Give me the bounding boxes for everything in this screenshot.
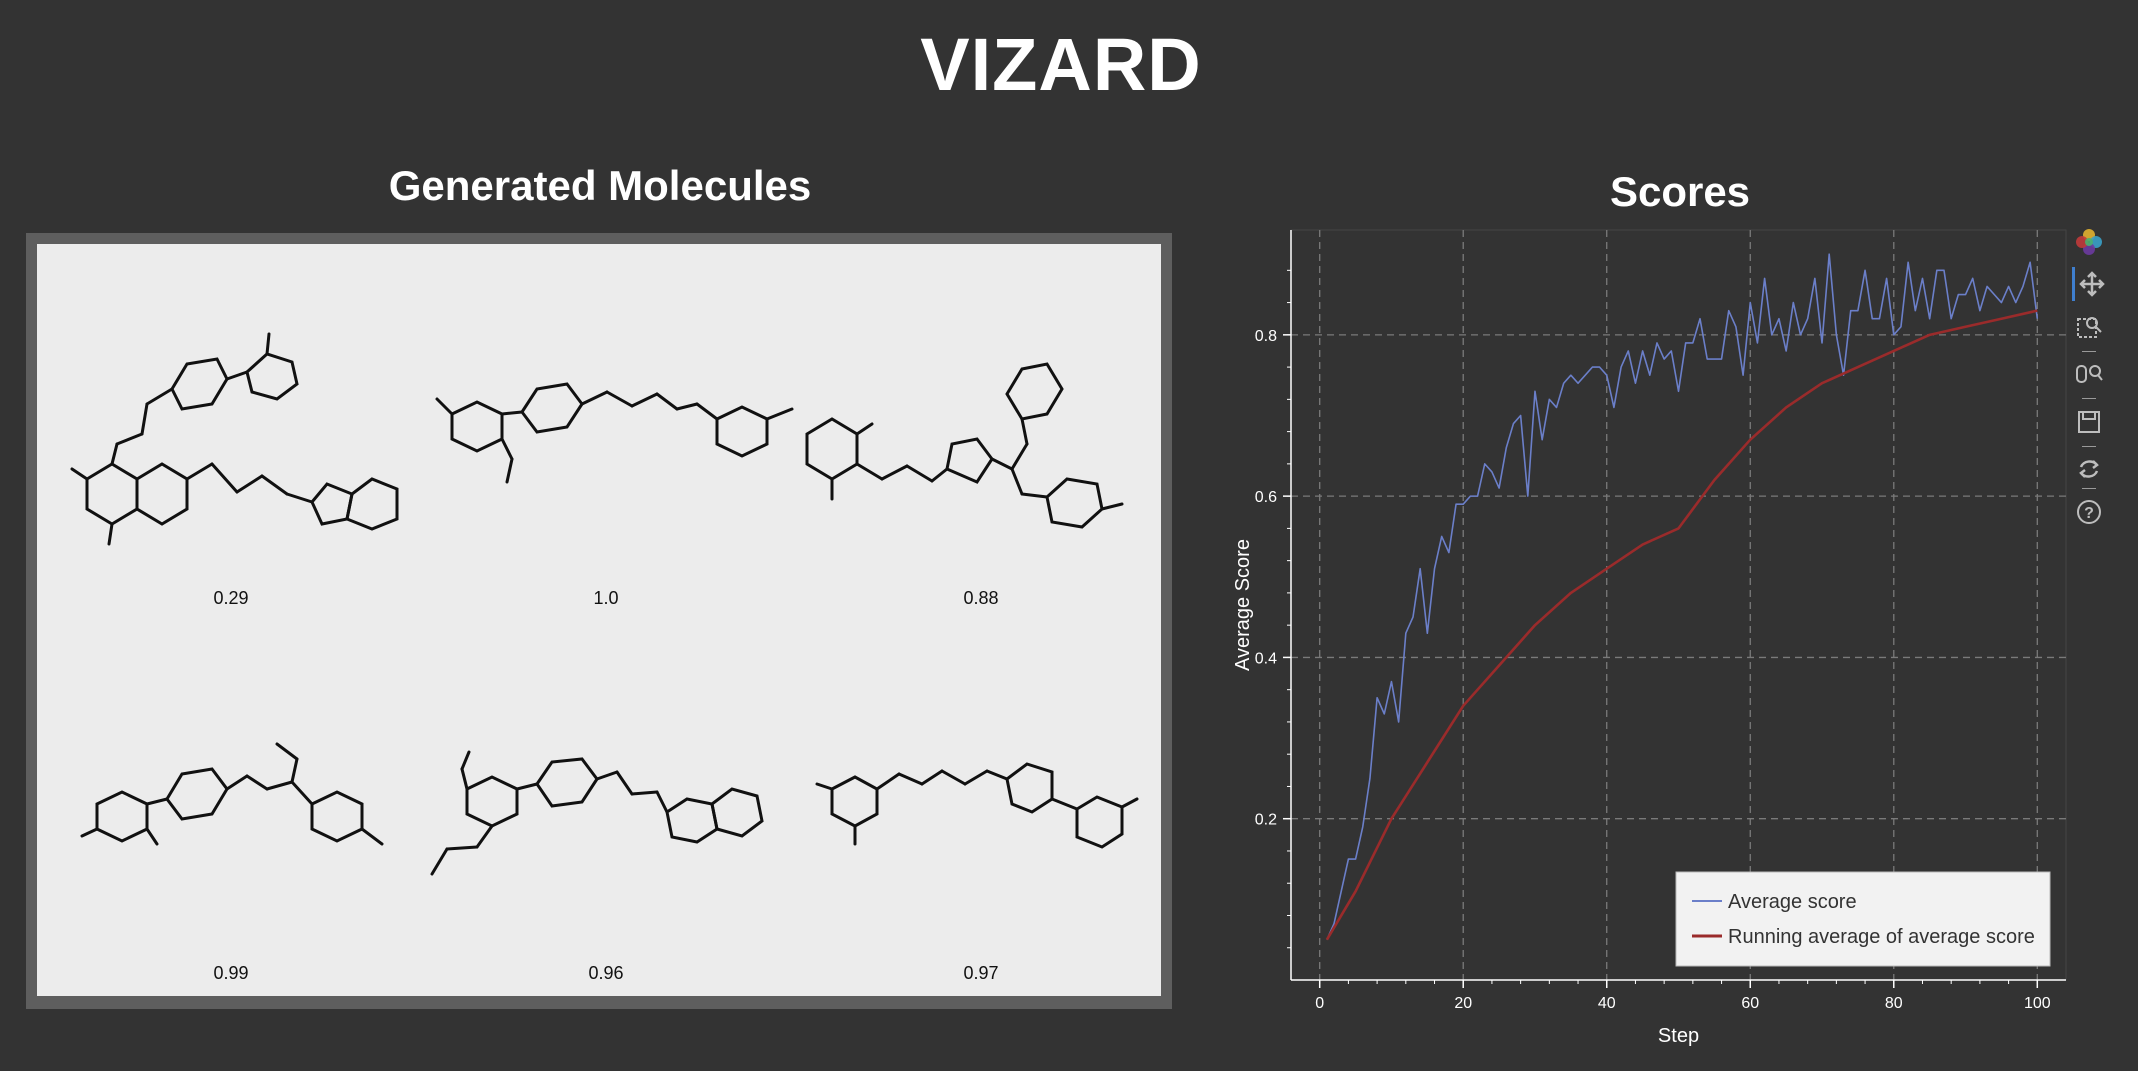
app-title: VIZARD — [920, 23, 1202, 106]
x-tick-label: 60 — [1741, 995, 1759, 1012]
molecule-structure-5 — [430, 750, 764, 876]
save-icon[interactable] — [2072, 405, 2106, 439]
scores-chart[interactable]: 0 20 40 60 80 100 0.2 0.4 0.6 0.8 Step Average Scor… — [1210, 220, 2070, 1065]
reset-icon[interactable] — [2072, 452, 2106, 486]
running-average-line — [1325, 309, 2038, 941]
molecule-structure-3 — [805, 362, 1124, 529]
help-icon[interactable]: ? — [2072, 495, 2106, 529]
x-tick-label: 40 — [1598, 995, 1616, 1012]
average-score-line — [1326, 253, 2039, 941]
molecule-score-4: 0.99 — [213, 963, 249, 983]
molecule-structure-1 — [70, 332, 399, 546]
scores-panel-title: Scores — [1609, 168, 1751, 215]
molecule-structure-4 — [80, 742, 384, 846]
chart-legend — [1675, 871, 2051, 967]
legend-label: Average score — [1728, 891, 1857, 913]
box-zoom-icon[interactable] — [2072, 310, 2106, 344]
y-tick-label: 0.4 — [1255, 650, 1277, 667]
molecule-grid: 0.29 1.0 0.88 0.99 0.96 0.97 — [37, 244, 1161, 996]
molecule-score-3: 0.88 — [963, 588, 999, 608]
y-tick-label: 0.2 — [1255, 812, 1277, 829]
molecule-structure-6 — [815, 762, 1139, 849]
molecule-grid-frame: 0.29 1.0 0.88 0.99 0.96 0.97 — [26, 233, 1172, 1009]
molecule-structure-2 — [435, 382, 794, 484]
y-tick-label: 0.6 — [1255, 489, 1277, 506]
molecule-score-1: 0.29 — [213, 588, 249, 608]
x-axis-label: Step — [1658, 1025, 1699, 1047]
pan-icon[interactable] — [2072, 267, 2109, 301]
scores-chart-svg[interactable]: 0 20 40 60 80 100 0.2 0.4 0.6 0.8 Step Average Scor… — [1210, 220, 2070, 1060]
x-tick-label: 100 — [2024, 995, 2051, 1012]
wheel-zoom-icon[interactable] — [2072, 357, 2106, 391]
plot-area — [1290, 229, 2067, 981]
molecule-score-5: 0.96 — [588, 963, 624, 983]
x-tick-label: 0 — [1315, 995, 1324, 1012]
legend-label: Running average of average score — [1728, 926, 2035, 948]
x-tick-label: 80 — [1885, 995, 1903, 1012]
molecule-score-6: 0.97 — [963, 963, 999, 983]
y-axis-label: Average Score — [1232, 539, 1254, 671]
molecule-drawings — [70, 332, 1139, 876]
x-tick-label: 20 — [1454, 995, 1472, 1012]
bokeh-logo-icon[interactable] — [2072, 225, 2106, 259]
molecules-panel-title: Generated Molecules — [388, 162, 812, 209]
y-tick-label: 0.8 — [1255, 328, 1277, 345]
svg-text:?: ? — [2084, 505, 2094, 522]
molecule-score-2: 1.0 — [593, 588, 619, 608]
